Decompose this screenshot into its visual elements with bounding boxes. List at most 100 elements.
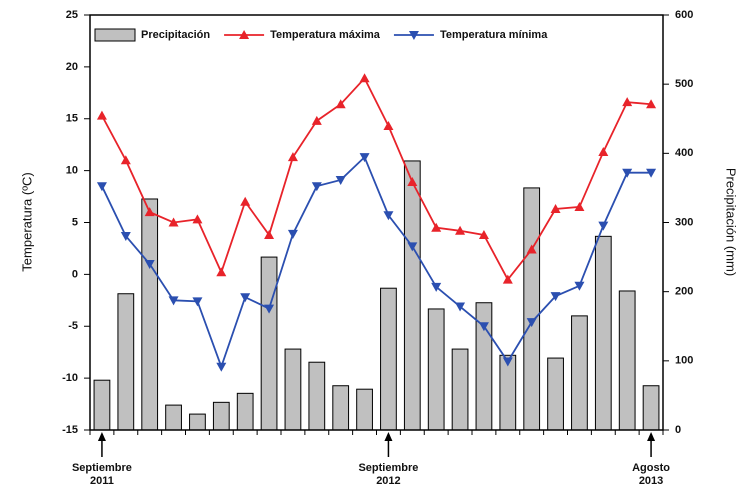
marker: [622, 168, 633, 178]
marker: [168, 217, 179, 227]
y2-tick-label: 100: [675, 355, 693, 367]
y-tick-label: 10: [66, 165, 78, 177]
marker: [335, 99, 346, 109]
legend-label: Temperatura máxima: [270, 29, 381, 41]
marker: [120, 155, 131, 165]
marker: [216, 267, 227, 277]
y-tick-label: -15: [62, 424, 78, 436]
marker: [359, 73, 370, 83]
marker: [120, 231, 131, 241]
line: [101, 76, 652, 282]
bar: [356, 388, 373, 431]
marker: [264, 304, 275, 314]
y-tick-label: 20: [66, 61, 78, 73]
marker: [264, 229, 275, 239]
bar: [117, 293, 135, 431]
legend-label: Temperatura mínima: [440, 29, 548, 41]
line: [101, 155, 652, 370]
plot-frame: [89, 14, 664, 431]
bar: [212, 401, 230, 431]
marker: [383, 121, 394, 131]
y-tick-label: -5: [68, 320, 78, 332]
marker: [311, 115, 322, 125]
marker: [96, 182, 107, 192]
bar: [403, 160, 421, 431]
bar: [594, 235, 612, 431]
y-tick-label: -10: [62, 372, 78, 384]
marker: [407, 177, 418, 187]
marker: [550, 292, 561, 302]
bar: [165, 404, 182, 431]
legend-label: Precipitación: [141, 29, 210, 41]
bar: [141, 198, 159, 431]
bar: [189, 413, 206, 431]
marker: [622, 97, 633, 107]
y2-tick-label: 500: [675, 78, 693, 90]
marker: [144, 260, 155, 269]
marker: [431, 222, 442, 232]
bar: [618, 290, 636, 431]
y2-tick-label: 300: [675, 216, 693, 228]
marker: [431, 282, 442, 292]
marker: [550, 204, 561, 214]
marker: [502, 357, 513, 367]
y-tick-label: 5: [72, 216, 78, 228]
y2-tick-label: 0: [675, 424, 681, 436]
marker: [192, 214, 203, 224]
x-tick-label: Agosto 2013: [632, 462, 670, 487]
bar: [380, 287, 397, 431]
bar: [427, 308, 445, 431]
marker: [144, 207, 155, 217]
marker: [240, 196, 251, 206]
marker: [383, 211, 394, 221]
y2-tick-label: 600: [675, 9, 693, 21]
x-tick-label: Septiembre 2011: [72, 462, 132, 487]
bar: [571, 315, 588, 431]
arrow-head: [647, 432, 656, 441]
marker: [526, 318, 537, 328]
y2-tick-label: 200: [675, 286, 693, 298]
y-tick-label: 25: [66, 9, 78, 21]
marker: [311, 182, 322, 192]
marker: [239, 30, 250, 39]
marker: [526, 244, 537, 254]
marker: [598, 221, 609, 231]
y-tick-label: 0: [72, 268, 78, 280]
marker: [287, 229, 298, 239]
y-tick-label: 15: [66, 113, 78, 125]
bar: [332, 385, 350, 431]
marker: [240, 293, 251, 303]
marker: [478, 229, 489, 239]
marker: [335, 175, 346, 185]
bar: [523, 187, 541, 431]
y2-tick-label: 400: [675, 147, 693, 159]
marker: [359, 153, 370, 163]
marker: [407, 242, 418, 252]
bar: [284, 348, 302, 431]
arrow-head: [97, 432, 106, 441]
marker: [646, 99, 657, 109]
y-axis-label: Temperatura (ºC): [19, 172, 34, 271]
marker: [574, 281, 585, 291]
marker: [287, 152, 298, 162]
bar: [93, 379, 111, 431]
marker: [216, 362, 227, 372]
marker: [646, 168, 657, 178]
legend-swatch: [94, 28, 136, 42]
bar: [547, 357, 564, 431]
marker: [478, 322, 489, 332]
marker: [455, 225, 466, 235]
bar: [236, 392, 254, 431]
bar: [451, 348, 469, 431]
y2-axis-label: Precipitación (mm): [724, 168, 739, 276]
bar: [260, 256, 278, 431]
marker: [455, 302, 466, 312]
marker: [502, 274, 513, 284]
x-tick-label: Septiembre 2012: [358, 462, 418, 487]
marker: [598, 146, 609, 156]
arrow-head: [384, 432, 393, 441]
bar: [642, 385, 660, 431]
marker: [96, 110, 107, 120]
marker: [168, 296, 179, 306]
